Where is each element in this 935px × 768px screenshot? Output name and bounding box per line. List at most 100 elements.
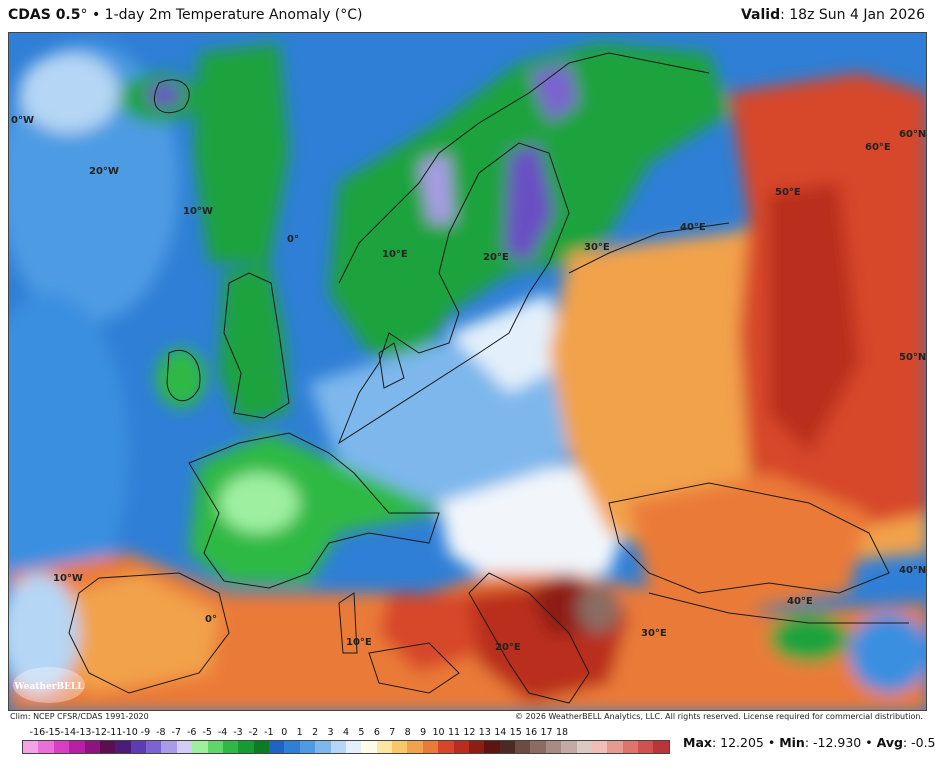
colorbar-swatch: [422, 741, 439, 753]
title-text: ° • 1-day 2m Temperature Anomaly (°C): [80, 7, 363, 23]
colorbar-swatch: [484, 741, 500, 753]
colorbar-swatch: [176, 741, 193, 753]
avg-value: : -0.585: [902, 735, 935, 750]
colorbar-swatch: [392, 741, 408, 753]
colorbar-tick-label: 13: [478, 727, 491, 738]
colorbar-tick-label: 18: [555, 727, 569, 738]
colorbar-swatch: [115, 741, 131, 753]
colorbar-swatch: [622, 741, 638, 753]
colorbar-tick-label: -16: [29, 727, 46, 738]
valid-label: Valid: [740, 7, 781, 23]
colorbar-tick-label: 0: [281, 727, 288, 738]
colorbar-swatch: [284, 741, 300, 753]
grid-label: 30°E: [584, 242, 610, 253]
credits-bar: Clim: NCEP CFSR/CDAS 1991-2020 © 2026 We…: [8, 711, 927, 725]
max-label: Max: [683, 735, 712, 750]
colorbar-swatch: [222, 741, 239, 753]
colorbar-swatch: [530, 741, 546, 753]
colorbar-swatch: [407, 741, 423, 753]
map-title: CDAS 0.5° • 1-day 2m Temperature Anomaly…: [8, 7, 363, 23]
colorbar-swatch: [345, 741, 362, 753]
valid-value: : 18z Sun 4 Jan 2026: [780, 7, 925, 23]
colorbar-swatch: [515, 741, 531, 753]
colorbar-swatch: [545, 741, 562, 753]
colorbar-tick-label: 4: [342, 727, 350, 738]
colorbar-tick-label: 7: [389, 727, 396, 738]
colorbar-swatch: [130, 741, 146, 753]
model-name: CDAS 0.5: [8, 7, 81, 23]
colorbar-swatch: [269, 741, 285, 753]
grid-label: 40°E: [680, 222, 706, 233]
grid-label: 30°E: [641, 628, 667, 639]
colorbar-tick-label: 11: [447, 727, 461, 738]
colorbar-tick-label: 3: [327, 727, 334, 738]
avg-label: Avg: [876, 735, 903, 750]
colorbar-swatch: [253, 741, 269, 753]
grid-label: 10°E: [346, 637, 372, 648]
colorbar-swatch: [84, 741, 100, 753]
colorbar-tick-label: -14: [60, 727, 77, 738]
colorbar-swatch: [591, 741, 608, 753]
colorbar-tick-label: 2: [312, 727, 319, 738]
colorbar-tick-label: -15: [45, 727, 61, 738]
colorbar-tick-label: 6: [373, 727, 380, 738]
grid-label: 0°: [287, 234, 299, 245]
colorbar-swatch: [468, 741, 485, 753]
colorbar-tick-label: 14: [494, 727, 507, 738]
grid-label: 20°E: [483, 252, 509, 263]
weatherbell-logo: WeatherBELL: [13, 667, 85, 703]
colorbar-swatch: [330, 741, 346, 753]
colorbar-tick-label: -3: [233, 727, 243, 738]
colorbar-swatch: [192, 741, 208, 753]
map-canvas: 0°W 20°W 10°W 0° 10°E 20°E 30°E 40°E 50°…: [9, 33, 926, 710]
colorbar-swatch: [23, 741, 39, 753]
grid-label: 20°W: [89, 166, 119, 177]
logo-text: WeatherBELL: [13, 682, 84, 692]
colorbar-tick-label: 12: [463, 727, 476, 738]
grid-label: 40°E: [787, 596, 813, 607]
field-stats: Max: 12.205 • Min: -12.930 • Avg: -0.585: [683, 735, 935, 750]
anomaly-field: [9, 43, 926, 710]
colorbar-tick-label: -12: [91, 727, 107, 738]
grid-label: 50°N: [899, 352, 926, 363]
grid-label: 0°W: [11, 115, 34, 126]
colorbar-tick-label: -13: [75, 727, 92, 738]
min-value: : -12.930 •: [804, 735, 873, 750]
colorbar-swatch: [146, 741, 162, 753]
colorbar-tick-label: 5: [358, 727, 365, 738]
colorbar-tick-label: -5: [202, 727, 212, 738]
grid-label: 40°N: [899, 565, 926, 576]
colorbar-swatch: [499, 741, 515, 753]
min-label: Min: [779, 735, 805, 750]
max-value: : 12.205 •: [711, 735, 776, 750]
colorbar-tick-label: 8: [404, 727, 411, 738]
colorbar-tick-label: 10: [432, 727, 445, 738]
grid-label: 10°W: [183, 206, 213, 217]
colorbar-tick-label: -1: [264, 727, 274, 738]
colorbar-tick-label: -10: [122, 727, 138, 738]
anomaly-map: 0°W 20°W 10°W 0° 10°E 20°E 30°E 40°E 50°…: [8, 32, 927, 711]
colorbar-swatch: [315, 741, 331, 753]
colorbar-tick-label: -4: [217, 727, 228, 738]
legend: -16 -15 -14 -13 -12 -11 -10 -9 -8 -7 -6 -5 -4 -3 -2 -1 0…: [0, 727, 935, 768]
colorbar-swatch: [438, 741, 454, 753]
grid-label: 10°W: [53, 573, 83, 584]
colorbar-tick-label: -2: [248, 727, 259, 738]
colorbar-tick-label: 17: [540, 727, 553, 738]
colorbar-swatch: [69, 741, 85, 753]
colorbar-tick-label: -11: [106, 727, 123, 738]
header-bar: CDAS 0.5° • 1-day 2m Temperature Anomaly…: [0, 0, 935, 32]
colorbar-swatch: [361, 741, 377, 753]
colorbar-tick-label: 16: [525, 727, 538, 738]
valid-time: Valid: 18z Sun 4 Jan 2026: [741, 7, 925, 23]
colorbar-swatch: [653, 741, 669, 753]
colorbar-swatch: [207, 741, 223, 753]
colorbar-swatch: [638, 741, 654, 753]
colorbar-ticks: -16 -15 -14 -13 -12 -11 -10 -9 -8 -7 -6 -5 -4 -3 -2 -1 0…: [22, 727, 670, 739]
colorbar-swatch: [99, 741, 116, 753]
climatology-note: Clim: NCEP CFSR/CDAS 1991-2020: [10, 712, 149, 721]
copyright-note: © 2026 WeatherBELL Analytics, LLC. All r…: [515, 712, 923, 721]
colorbar-tick-label: -6: [186, 727, 197, 738]
grid-label: 60°E: [865, 142, 891, 153]
colorbar-swatch: [53, 741, 70, 753]
